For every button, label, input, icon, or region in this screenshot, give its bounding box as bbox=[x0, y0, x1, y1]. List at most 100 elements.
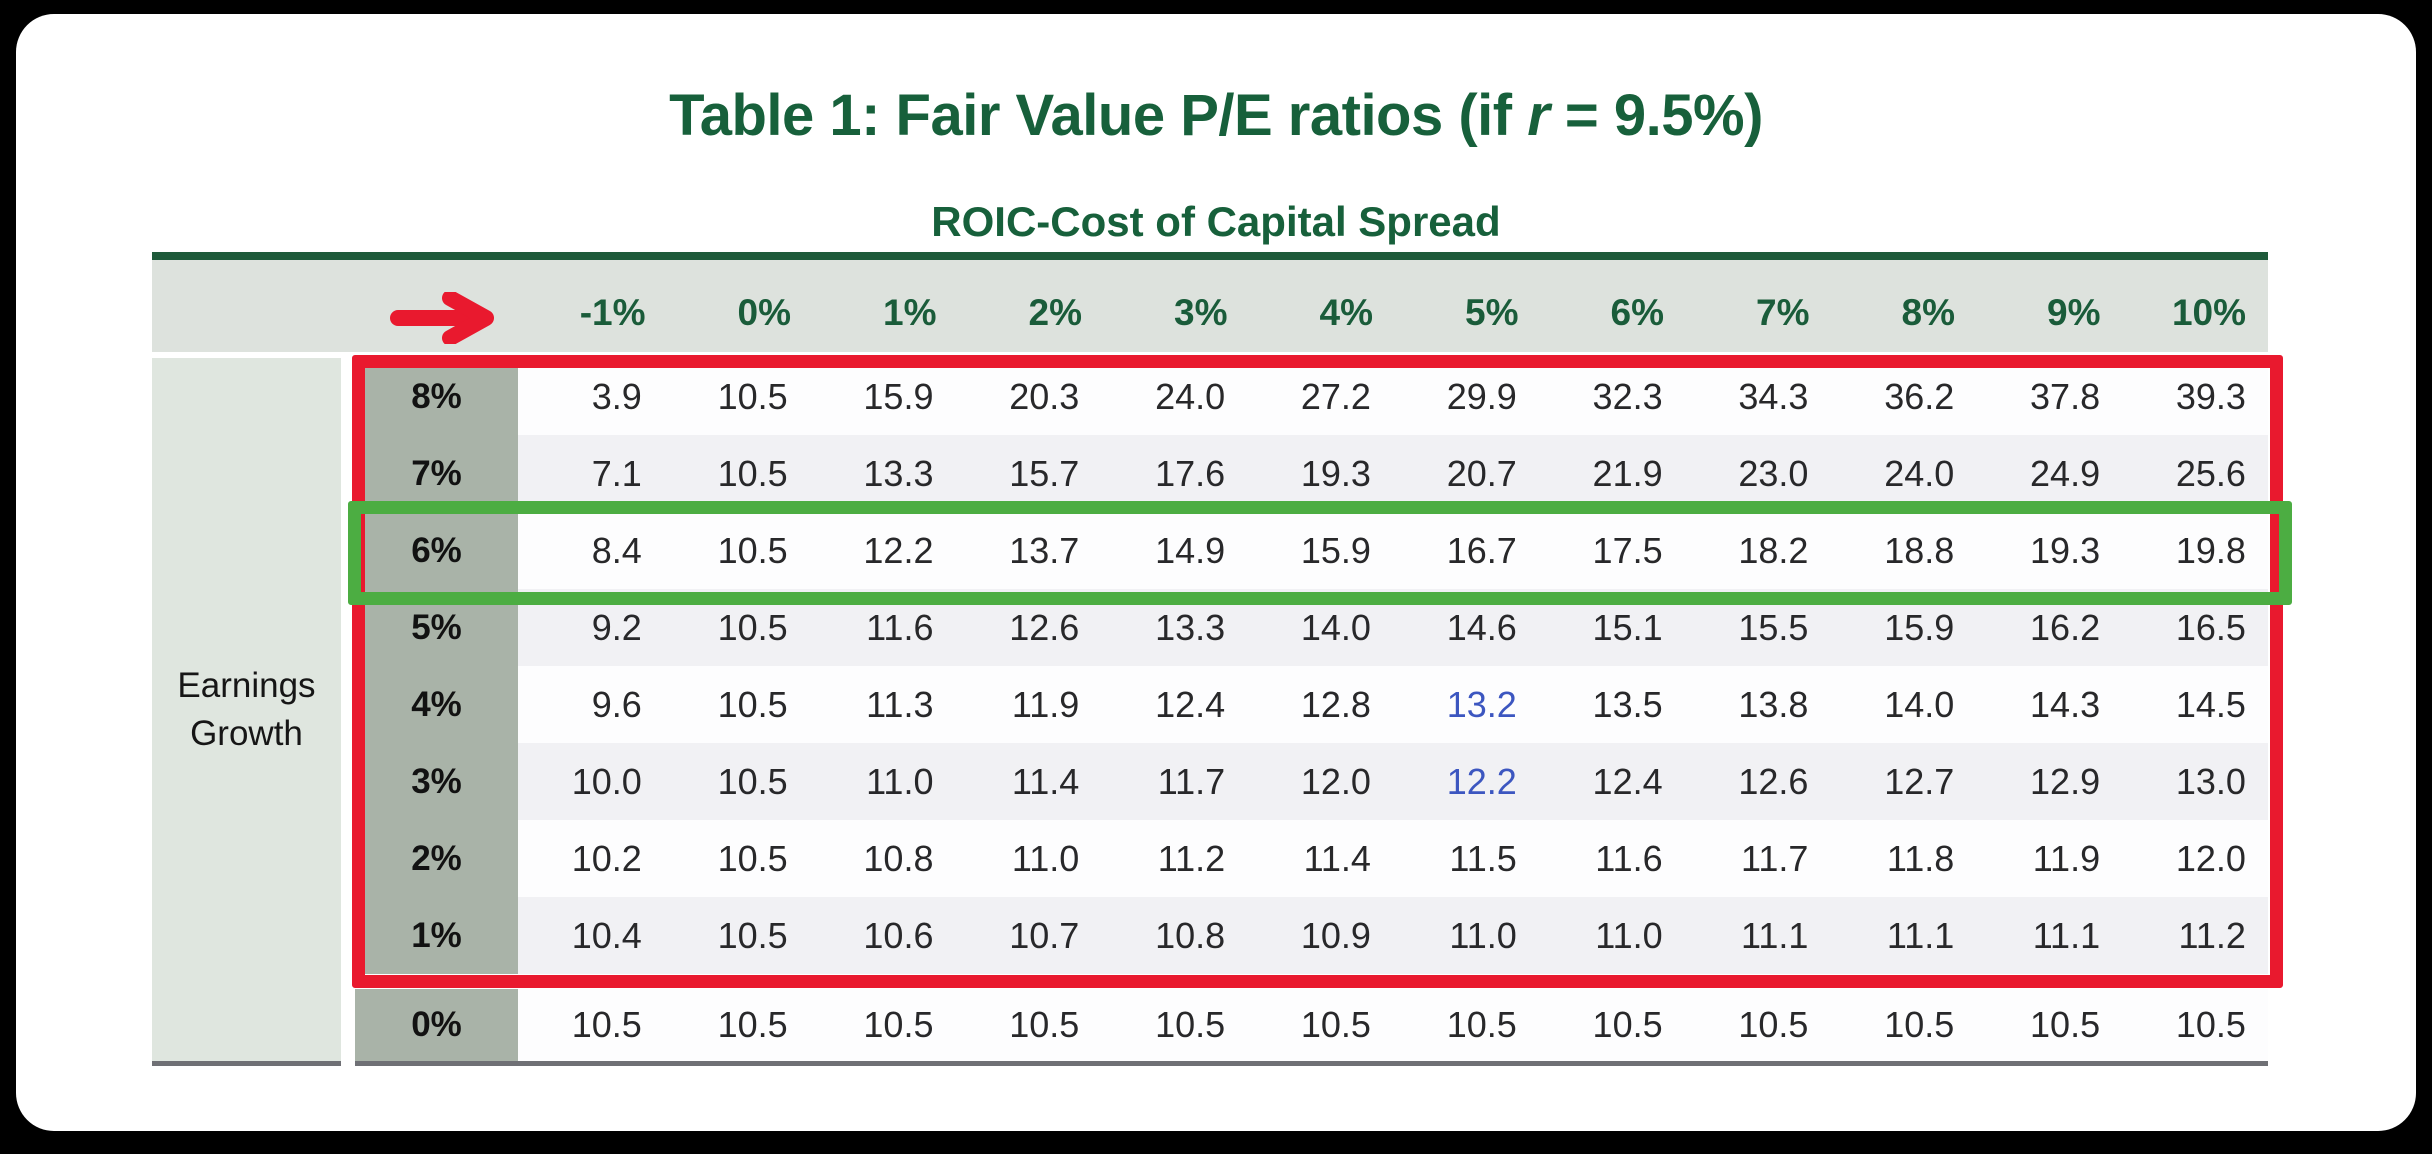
table-cell: 11.1 bbox=[2032, 914, 2101, 956]
table-cell: 10.5 bbox=[717, 837, 788, 879]
table-cell: 10.4 bbox=[571, 914, 642, 956]
table-cell: 16.2 bbox=[2030, 606, 2101, 648]
table-cell: 20.7 bbox=[1446, 452, 1517, 494]
table-cell: 14.6 bbox=[1446, 606, 1517, 648]
table-body: Earnings Growth 8% 3.9 10.5 15.9 20.3 24.0 27.… bbox=[152, 358, 2268, 1066]
table-cell: 36.2 bbox=[1884, 375, 1955, 417]
table-cell: 11.0 bbox=[866, 760, 934, 802]
table-cell: 13.0 bbox=[2175, 760, 2246, 802]
table-cell: 15.9 bbox=[1300, 529, 1371, 571]
table-cell: 10.5 bbox=[717, 452, 788, 494]
table-cell: 11.7 bbox=[1157, 760, 1226, 802]
table-cell: 12.6 bbox=[1738, 760, 1809, 802]
table-cell: 11.4 bbox=[1303, 837, 1371, 879]
table-row: 2% 10.2 10.5 10.8 11.0 11.2 11.4 11.5 11.6 11.7 11… bbox=[355, 820, 2268, 897]
table-row: 7% 7.1 10.5 13.3 15.7 17.6 19.3 20.7 21.9 23.0 24.… bbox=[355, 435, 2268, 512]
table-cell: 10.5 bbox=[2030, 1004, 2101, 1045]
col-header: 6% bbox=[1610, 292, 1664, 333]
table-cell: 17.5 bbox=[1592, 529, 1663, 571]
table-cell: 18.8 bbox=[1884, 529, 1955, 571]
col-header: 3% bbox=[1174, 292, 1228, 333]
row-axis-title: Earnings Growth bbox=[152, 358, 341, 1066]
table-cell: 12.0 bbox=[2175, 837, 2246, 879]
table-cell: 15.7 bbox=[1009, 452, 1080, 494]
col-header: 4% bbox=[1319, 292, 1373, 333]
table-row: 3% 10.0 10.5 11.0 11.4 11.7 12.0 12.2 12.4 12.6 12… bbox=[355, 743, 2268, 820]
table-cell: 11.9 bbox=[1011, 683, 1080, 725]
col-header: 1% bbox=[883, 292, 937, 333]
table-cell: 10.5 bbox=[1155, 1004, 1226, 1045]
table-cell: 16.7 bbox=[1446, 529, 1517, 571]
table-row: 6% 8.4 10.5 12.2 13.7 14.9 15.9 16.7 17.5 18.2 18.… bbox=[355, 512, 2268, 589]
table-cell: 10.5 bbox=[1738, 1004, 1809, 1045]
table-cell: 39.3 bbox=[2175, 375, 2246, 417]
table-cell: 9.2 bbox=[591, 606, 642, 648]
table-cell: 13.3 bbox=[1155, 606, 1226, 648]
table-cell: 10.5 bbox=[717, 606, 788, 648]
row-header: 2% bbox=[355, 820, 518, 897]
table-cell: 10.5 bbox=[2175, 1004, 2246, 1045]
table-cell: 8.4 bbox=[591, 529, 642, 571]
column-headers: -1% 0% 1% 2% 3% 4% 5% 6% 7% 8% 9% 10% bbox=[522, 274, 2268, 352]
table-cell: 11.0 bbox=[1011, 837, 1080, 879]
table-cell: 11.6 bbox=[866, 606, 934, 648]
col-header: 7% bbox=[1756, 292, 1810, 333]
table-header-band: -1% 0% 1% 2% 3% 4% 5% 6% 7% 8% 9% 10% bbox=[152, 260, 2268, 352]
table-cell: 10.9 bbox=[1300, 914, 1371, 956]
table-cell: 11.7 bbox=[1741, 837, 1809, 879]
table-cell: 32.3 bbox=[1592, 375, 1663, 417]
table-row: 1% 10.4 10.5 10.6 10.7 10.8 10.9 11.0 11.0 11.1 11… bbox=[355, 897, 2268, 974]
row-header: 5% bbox=[355, 589, 518, 666]
right-arrow-icon bbox=[390, 292, 494, 344]
table-cell: 10.5 bbox=[1009, 1004, 1080, 1045]
table-cell: 24.0 bbox=[1884, 452, 1955, 494]
table-cell: 29.9 bbox=[1446, 375, 1517, 417]
title-variable-r: r bbox=[1527, 83, 1550, 148]
table-cell: 15.9 bbox=[1884, 606, 1955, 648]
table-cell: 9.6 bbox=[591, 683, 642, 725]
row-header: 4% bbox=[355, 666, 518, 743]
table-cell: 14.0 bbox=[1884, 683, 1955, 725]
table-cell: 12.9 bbox=[2030, 760, 2101, 802]
table-cell: 24.0 bbox=[1155, 375, 1226, 417]
table-cell: 10.5 bbox=[863, 1004, 934, 1045]
table-cell: 10.5 bbox=[1884, 1004, 1955, 1045]
table-cell: 17.6 bbox=[1155, 452, 1226, 494]
table-cell: 14.5 bbox=[2175, 683, 2246, 725]
table-cell: 11.2 bbox=[1157, 837, 1226, 879]
table-cell: 11.6 bbox=[1595, 837, 1663, 879]
table-cell: 13.5 bbox=[1592, 683, 1663, 725]
table-cell: 10.5 bbox=[717, 375, 788, 417]
table-cell: 3.9 bbox=[591, 375, 642, 417]
col-header: -1% bbox=[579, 292, 646, 333]
table-cell: 10.6 bbox=[863, 914, 934, 956]
table-cell: 13.8 bbox=[1738, 683, 1809, 725]
table-row: 8% 3.9 10.5 15.9 20.3 24.0 27.2 29.9 32.3 34.3 36.… bbox=[355, 358, 2268, 435]
col-header: 9% bbox=[2047, 292, 2101, 333]
table-cell: 25.6 bbox=[2175, 452, 2246, 494]
table-cell: 11.0 bbox=[1449, 914, 1517, 956]
table-cell: 15.1 bbox=[1592, 606, 1663, 648]
table-cell: 24.9 bbox=[2030, 452, 2101, 494]
col-header: 2% bbox=[1028, 292, 1082, 333]
table-cell: 19.3 bbox=[2030, 529, 2101, 571]
table-row: 0% 10.5 10.5 10.5 10.5 10.5 10.5 10.5 10.5 10.5 10… bbox=[355, 989, 2268, 1061]
table-cell: 10.5 bbox=[717, 683, 788, 725]
table-cell: 11.1 bbox=[1741, 914, 1809, 956]
title-text-pre: Table 1: Fair Value P/E ratios (if bbox=[669, 83, 1528, 148]
table-cell: 21.9 bbox=[1592, 452, 1663, 494]
table-cell: 10.8 bbox=[1155, 914, 1226, 956]
table-cell: 18.2 bbox=[1738, 529, 1809, 571]
figure-title: Table 1: Fair Value P/E ratios (if r = 9… bbox=[16, 82, 2416, 149]
table-cell: 12.0 bbox=[1300, 760, 1371, 802]
figure-card: Table 1: Fair Value P/E ratios (if r = 9… bbox=[16, 14, 2416, 1131]
col-header: 0% bbox=[737, 292, 791, 333]
table-cell: 19.8 bbox=[2175, 529, 2246, 571]
title-text-post: = 9.5%) bbox=[1549, 83, 1764, 148]
table-cell: 10.7 bbox=[1009, 914, 1080, 956]
table-grid: 8% 3.9 10.5 15.9 20.3 24.0 27.2 29.9 32.3 34.3 36.… bbox=[355, 358, 2268, 1066]
gap-column bbox=[341, 358, 355, 1066]
row-header: 1% bbox=[355, 897, 518, 974]
table-cell: 10.5 bbox=[717, 760, 788, 802]
table-cell: 34.3 bbox=[1738, 375, 1809, 417]
